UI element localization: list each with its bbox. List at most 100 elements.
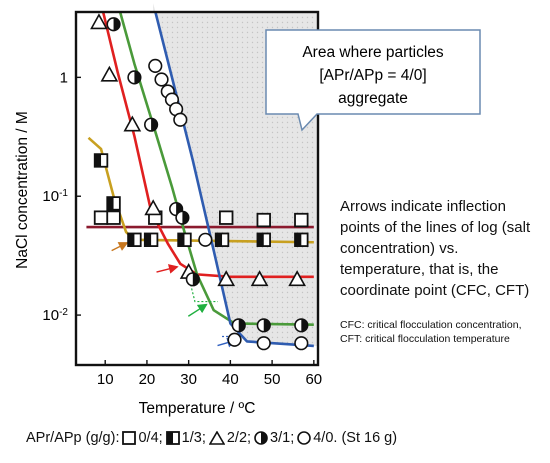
legend-label: 4/0. (St 16 g): [313, 430, 398, 446]
x-tick-label: 50: [264, 371, 281, 388]
data-point-half-square: [214, 232, 230, 247]
plot-frame: [74, 10, 320, 367]
data-point-half-circle: [144, 117, 159, 132]
legend: APr/APp (g/g): 0/4; 1/3; 2/2; 3/1; 4/0. …: [26, 430, 397, 446]
inflection-arrow: [111, 242, 129, 252]
half-circle-fill: [151, 118, 158, 131]
half-circle-fill: [238, 319, 246, 332]
square-marker: [256, 212, 271, 228]
abbreviation-note: CFC: critical flocculation concentration…: [340, 319, 522, 345]
inflection-arrow: [187, 303, 208, 317]
data-point-half-circle: [106, 17, 121, 32]
data-point-half-square: [177, 232, 192, 247]
data-point-circle: [154, 72, 169, 87]
circle-marker: [256, 336, 271, 351]
aggregation-callout: Area where particles [APr/APp = 4/0] agg…: [265, 29, 481, 132]
circle-marker-icon: [297, 431, 312, 445]
data-point-square: [106, 210, 121, 225]
y-tick-label: 10-1: [42, 188, 68, 206]
legend-item-2-2: 2/2;: [206, 430, 251, 446]
legend-label: 1/3;: [181, 430, 206, 446]
data-point-half-square: [127, 232, 142, 247]
half-circle-fill: [301, 319, 308, 332]
legend-prefix: APr/APp (g/g):: [26, 430, 120, 446]
fit-curves: [86, 12, 314, 348]
x-tick-label: 40: [222, 371, 239, 388]
data-point-half-square: [143, 232, 159, 247]
legend-label: 0/4;: [138, 430, 163, 446]
x-tick-label: 20: [139, 371, 156, 388]
data-point-triangle: [288, 270, 306, 287]
half-square-fill: [144, 233, 152, 247]
half-circle-fill: [134, 71, 141, 84]
curve-series-3-1: [118, 12, 314, 326]
data-point-half-square: [294, 232, 309, 247]
data-point-circle: [227, 332, 242, 347]
y-tick-label: 1: [60, 69, 68, 86]
half-circle-fill: [113, 17, 120, 31]
triangle-marker: [217, 270, 236, 287]
data-point-half-circle: [294, 318, 309, 333]
axis-ticks: 10 20 30 40 50 60 1 10-1 10-2: [42, 69, 322, 388]
data-point-triangle: [90, 13, 108, 30]
callout-line-1: Area where particles: [302, 44, 444, 61]
curve-series-4-0: [154, 12, 314, 348]
triangle-marker: [90, 13, 108, 30]
square-marker: [93, 210, 109, 225]
triangle-marker: [288, 270, 306, 287]
callout-line-3: aggregate: [338, 90, 408, 107]
legend-label: 2/2;: [226, 430, 252, 446]
callout-line-2: [APr/APp = 4/0]: [319, 67, 426, 84]
legend-item-4-0: 4/0. (St 16 g): [294, 430, 397, 446]
data-point-circle: [256, 336, 271, 351]
y-axis-label: NaCl concentration / M: [14, 111, 31, 269]
circle-marker: [294, 336, 309, 351]
data-point-half-circle: [175, 210, 190, 225]
x-tick-label: 60: [305, 371, 322, 388]
square-marker: [294, 212, 309, 228]
legend-label: 3/1;: [270, 430, 295, 446]
data-point-half-square: [93, 153, 109, 168]
triangle-marker-icon: [208, 431, 225, 445]
circle-marker: [148, 58, 163, 73]
arrow-note: Arrows indicate inflection points of the…: [340, 198, 531, 299]
data-point-triangle: [217, 270, 236, 287]
half-square-fill: [295, 233, 302, 247]
data-point-square: [294, 212, 309, 228]
data-point-triangle: [144, 199, 163, 216]
chart-figure: 10 20 30 40 50 60 1 10-1 10-2 NaCl concentration…: [14, 3, 481, 417]
square-marker: [219, 210, 234, 225]
legend-item-1-3: 1/3;: [163, 430, 206, 446]
triangle-marker: [250, 270, 269, 287]
half-circle-fill: [192, 273, 200, 286]
triangle-marker: [123, 115, 142, 132]
triangle-marker: [144, 199, 163, 216]
half-square-fill: [178, 233, 185, 247]
legend-item-0-4: 0/4;: [119, 430, 163, 446]
data-point-half-circle: [231, 318, 246, 333]
x-axis-label: Temperature / ºC: [139, 400, 256, 417]
data-point-triangle: [250, 270, 269, 287]
legend-item-3-1: 3/1;: [251, 430, 294, 446]
half-square-marker-icon: [165, 431, 180, 445]
half-square-fill: [128, 233, 135, 247]
data-point-circle: [173, 112, 188, 127]
data-point-triangle: [123, 115, 142, 132]
circle-marker: [154, 72, 169, 87]
data-points: [90, 13, 309, 351]
x-tick-label: 10: [97, 371, 114, 388]
half-square-fill: [94, 154, 102, 167]
data-point-square: [93, 210, 109, 225]
half-square-fill: [257, 233, 264, 247]
half-square-fill: [215, 233, 223, 247]
circle-marker: [227, 332, 242, 347]
data-point-half-circle: [185, 272, 200, 287]
square-marker-icon: [122, 431, 137, 445]
data-point-circle: [148, 58, 163, 73]
half-circle-marker-icon: [254, 431, 268, 445]
y-tick-label: 10-2: [42, 307, 68, 325]
data-point-triangle: [100, 65, 119, 82]
circle-marker: [198, 232, 213, 247]
triangle-marker: [100, 65, 119, 82]
half-circle-fill: [263, 319, 271, 332]
